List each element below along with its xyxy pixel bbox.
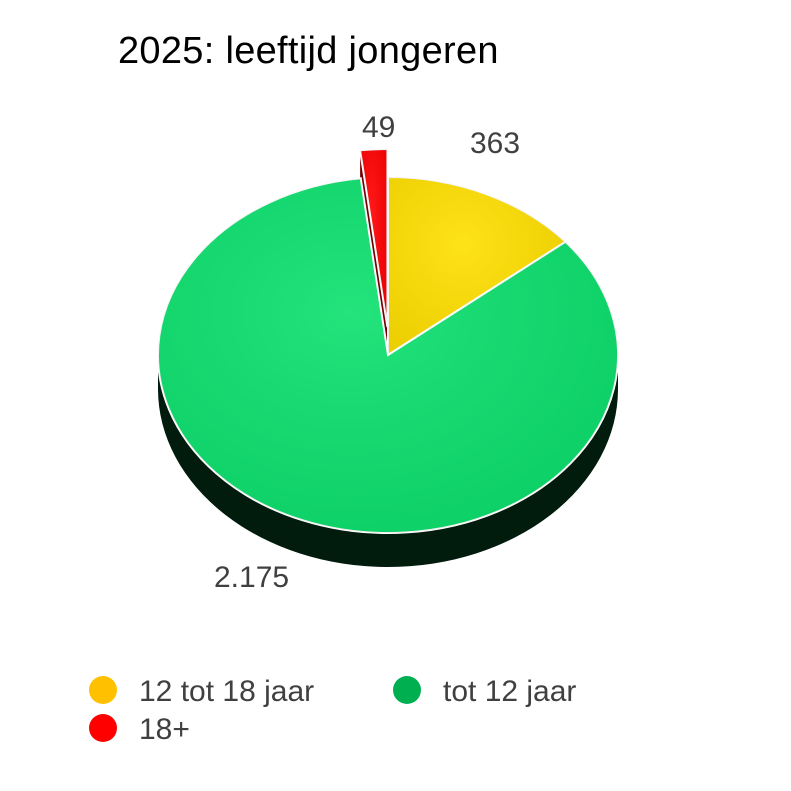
pie-slice-sheen-18 bbox=[360, 149, 388, 328]
pie-side-tot-12-jaar bbox=[158, 355, 618, 567]
data-label-18: 49 bbox=[362, 111, 395, 144]
legend-marker-12-tot-18-jaar bbox=[89, 676, 117, 704]
data-label-12-tot-18-jaar: 363 bbox=[470, 127, 520, 160]
legend-marker-18 bbox=[89, 714, 117, 742]
legend-label-18: 18+ bbox=[139, 713, 190, 746]
data-label-tot-12-jaar: 2.175 bbox=[214, 561, 289, 594]
legend: 12 tot 18 jaar tot 12 jaar 18+ bbox=[89, 675, 576, 746]
pie-slice-sheen-tot-12-jaar bbox=[158, 178, 618, 533]
pie-slice-sheen-12-tot-18-jaar bbox=[388, 177, 566, 355]
legend-label-12-tot-18-jaar: 12 tot 18 jaar bbox=[139, 675, 314, 708]
legend-marker-tot-12-jaar bbox=[393, 676, 421, 704]
legend-label-tot-12-jaar: tot 12 jaar bbox=[443, 675, 576, 708]
chart-title: 2025: leeftijd jongeren bbox=[118, 30, 499, 72]
